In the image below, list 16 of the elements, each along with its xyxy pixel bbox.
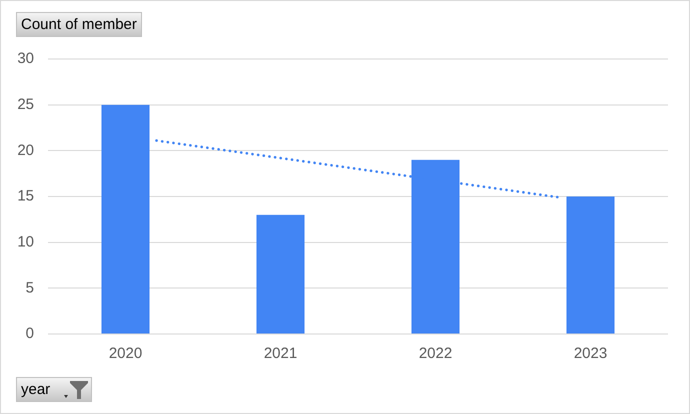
- bar: [256, 214, 305, 334]
- y-tick-label: 0: [26, 325, 34, 342]
- field-button: year: [16, 377, 92, 402]
- y-tick-label: 15: [17, 188, 34, 205]
- y-tick-label: 10: [17, 233, 34, 250]
- y-tick-label: 25: [17, 96, 34, 113]
- y-tick-label: 5: [26, 279, 34, 296]
- x-tick-label: 2020: [108, 345, 142, 362]
- y-tick-label: 20: [17, 142, 34, 159]
- x-tick-label: 2023: [574, 345, 608, 362]
- bar: [566, 196, 615, 334]
- field-button: Count of member: [16, 12, 142, 37]
- bar: [101, 104, 150, 334]
- x-tick-label: 2022: [418, 345, 452, 362]
- y-tick-label: 30: [17, 50, 34, 68]
- x-tick-label: 2021: [264, 345, 298, 362]
